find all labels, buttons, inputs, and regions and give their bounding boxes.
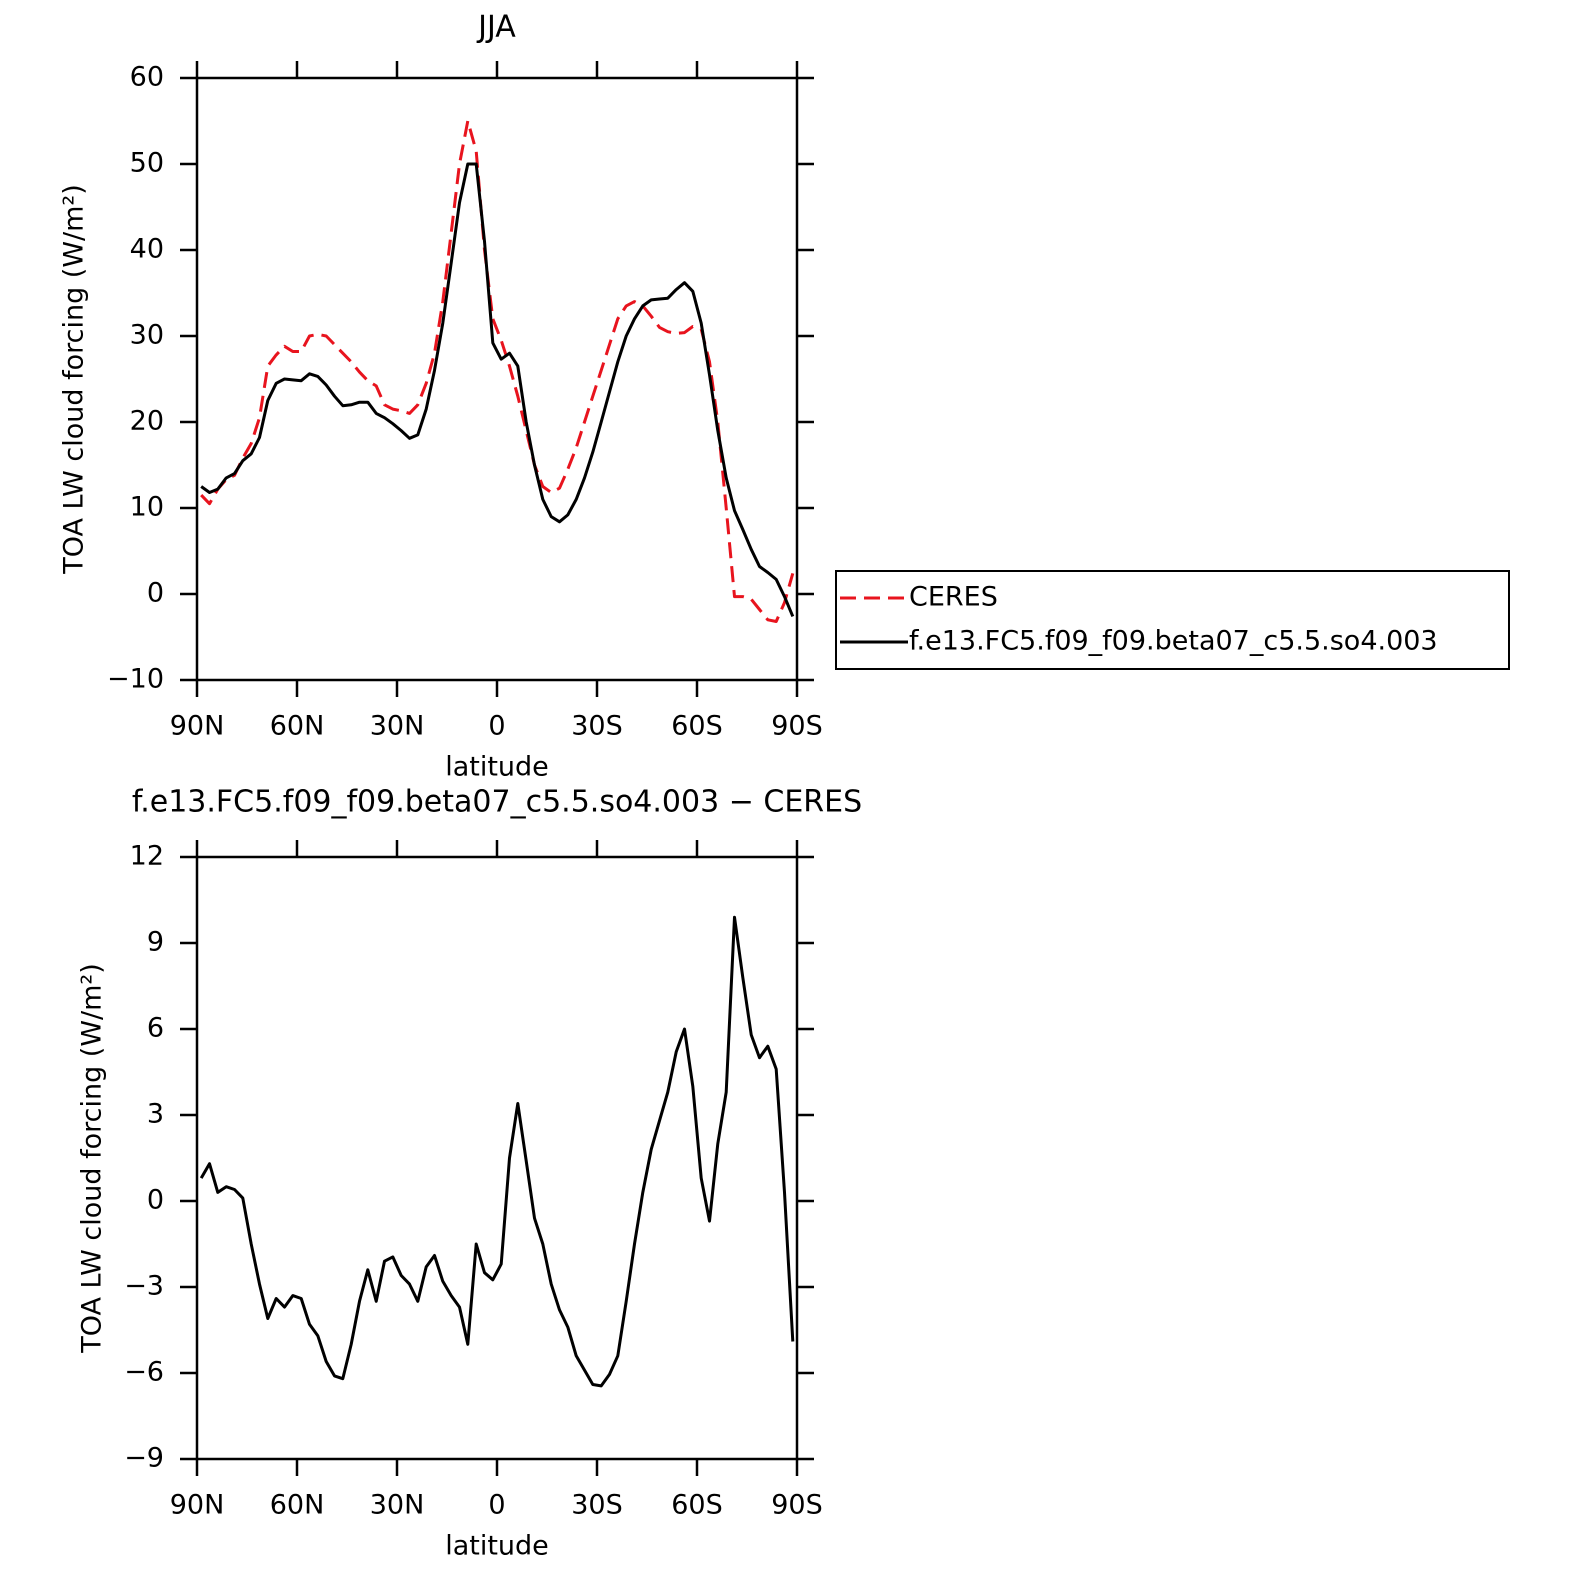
- y-tick-label: −10: [107, 664, 164, 695]
- y-tick-label: 6: [147, 1013, 164, 1044]
- legend-box: [835, 570, 1510, 670]
- x-tick-label: 30N: [370, 1490, 425, 1521]
- x-tick-label: 0: [488, 711, 505, 742]
- plot-frame: [195, 76, 799, 682]
- x-axis-label: latitude: [445, 752, 549, 783]
- y-tick-label: 12: [130, 841, 164, 872]
- x-tick-label: 90N: [170, 1490, 225, 1521]
- line-series: [200, 119, 795, 623]
- y-axis-label: TOA LW cloud forcing (W/m²): [59, 184, 90, 575]
- y-tick-label: 0: [147, 1185, 164, 1216]
- y-tick-label: 20: [130, 406, 164, 437]
- x-axis-label: latitude: [445, 1531, 549, 1562]
- x-tick-label: 60S: [671, 1490, 723, 1521]
- y-axis-label: TOA LW cloud forcing (W/m²): [77, 963, 108, 1354]
- chart-title: f.e13.FC5.f09_f09.beta07_c5.5.so4.003 − …: [132, 785, 862, 820]
- legend-label: CERES: [909, 582, 998, 613]
- x-tick-label: 30S: [571, 711, 623, 742]
- y-tick-label: 40: [130, 234, 164, 265]
- y-tick-label: 10: [130, 492, 164, 523]
- plot-frame: [195, 855, 799, 1461]
- chart-title: JJA: [476, 10, 516, 45]
- legend-label: f.e13.FC5.f09_f09.beta07_c5.5.so4.003: [909, 626, 1438, 657]
- y-tick-label: −6: [124, 1357, 164, 1388]
- y-tick-label: 0: [147, 578, 164, 609]
- y-tick-label: 3: [147, 1099, 164, 1130]
- x-tick-label: 90N: [170, 711, 225, 742]
- y-tick-label: −3: [124, 1271, 164, 1302]
- x-tick-label: 0: [488, 1490, 505, 1521]
- y-tick-label: 60: [130, 62, 164, 93]
- y-tick-label: 50: [130, 148, 164, 179]
- x-tick-label: 30N: [370, 711, 425, 742]
- x-tick-label: 90S: [771, 1490, 823, 1521]
- y-tick-label: 30: [130, 320, 164, 351]
- x-tick-label: 60N: [270, 711, 325, 742]
- x-tick-label: 90S: [771, 711, 823, 742]
- x-tick-label: 60S: [671, 711, 723, 742]
- x-tick-label: 30S: [571, 1490, 623, 1521]
- line-series: [199, 915, 795, 1388]
- y-tick-label: −9: [124, 1443, 164, 1474]
- line-series: [200, 162, 795, 617]
- y-tick-label: 9: [147, 927, 164, 958]
- x-tick-label: 60N: [270, 1490, 325, 1521]
